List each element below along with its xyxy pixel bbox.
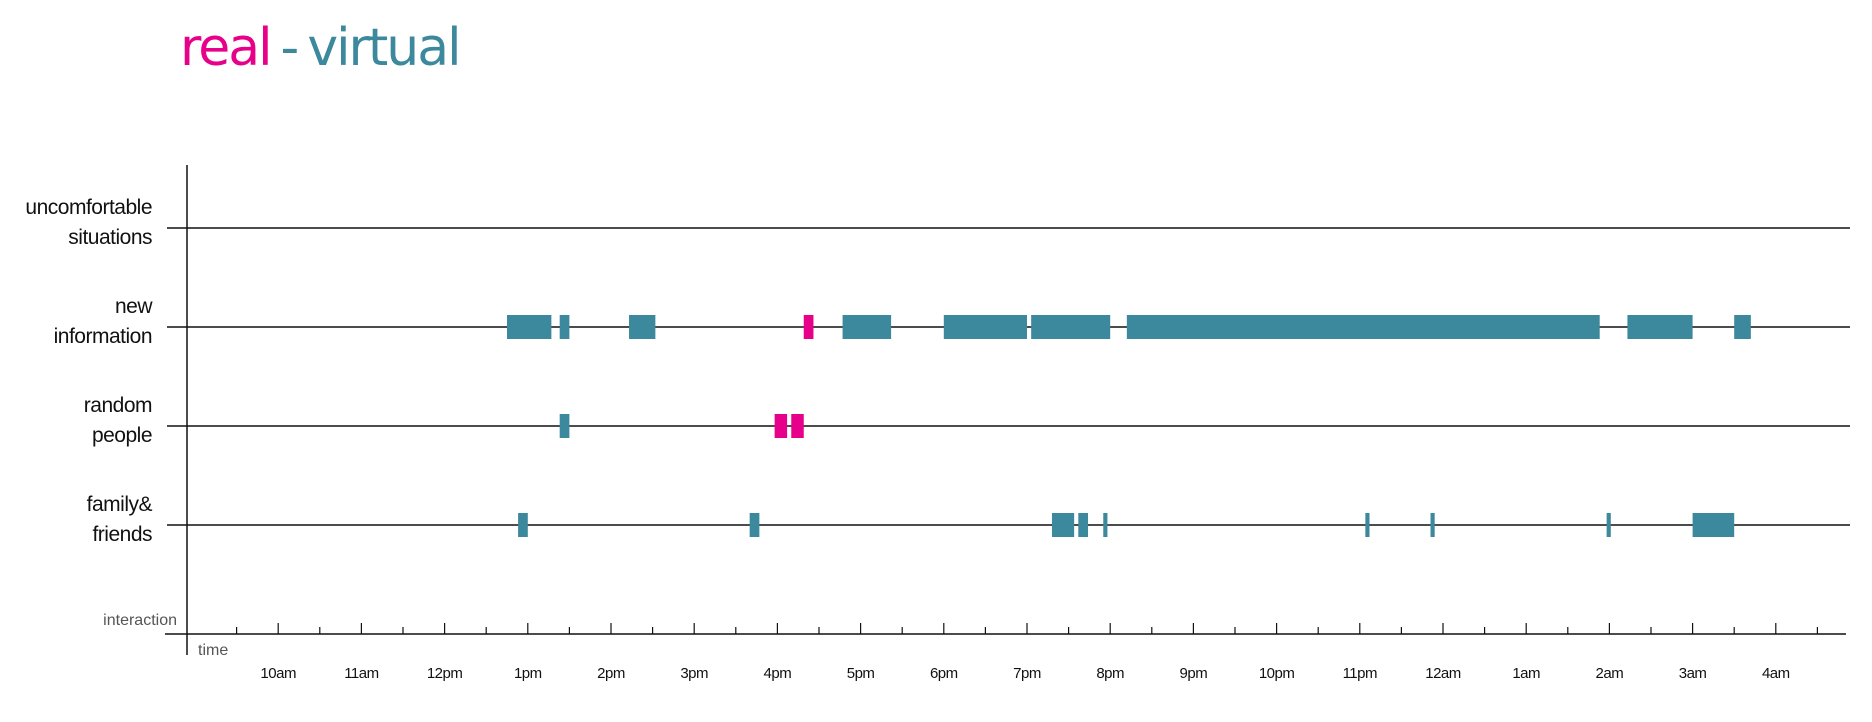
title-virtual: virtual	[307, 18, 461, 78]
event-bar-new_info-virtual-9	[1627, 315, 1693, 339]
event-bar-family-virtual-20	[1430, 513, 1435, 537]
row-label-random-line-2: people	[92, 424, 152, 447]
event-bar-new_info-virtual-1	[507, 315, 552, 339]
tick-label-11am: 11am	[344, 665, 378, 682]
event-bar-new_info-virtual-6	[943, 315, 1027, 339]
tick-label-1am: 1am	[1512, 665, 1540, 682]
y-axis-label: interaction	[103, 612, 177, 629]
x-axis-tick-labels: 10am 11am 12pm 1pm 2pm 3pm 4pm 5pm 6pm 7pm 8pm 9pm 1…	[260, 665, 1790, 682]
event-bar-new_info-virtual-8	[1126, 315, 1600, 339]
row-labels: uncomfortable situations new information ran…	[25, 196, 153, 546]
row-label-new_info-line-1: new	[115, 295, 153, 318]
tick-label-10am: 10am	[260, 665, 296, 682]
tick-label-9pm: 9pm	[1180, 665, 1208, 682]
event-bars	[507, 315, 1751, 537]
event-bar-new_info-virtual-3	[629, 315, 656, 339]
title-separator: -	[280, 18, 300, 78]
row-label-uncomfortable-line-1: uncomfortable	[25, 196, 152, 219]
event-bar-new_info-virtual-5	[842, 315, 892, 339]
event-bar-family-virtual-17	[1078, 513, 1089, 537]
x-axis-ticks	[236, 623, 1819, 634]
tick-label-8pm: 8pm	[1096, 665, 1124, 682]
event-bar-family-virtual-16	[1051, 513, 1075, 537]
event-bar-family-virtual-21	[1606, 513, 1611, 537]
tick-label-5pm: 5pm	[847, 665, 875, 682]
event-bar-family-virtual-19	[1365, 513, 1370, 537]
title-real: real	[180, 18, 273, 78]
row-label-family-line-2: friends	[92, 523, 152, 546]
event-bar-family-virtual-14	[518, 513, 528, 537]
tick-label-4pm: 4pm	[764, 665, 792, 682]
tick-label-4am: 4am	[1762, 665, 1790, 682]
row-lines	[167, 227, 1850, 526]
tick-label-1pm: 1pm	[514, 665, 542, 682]
tick-label-12pm: 12pm	[427, 665, 463, 682]
event-bar-new_info-virtual-10	[1734, 315, 1751, 339]
tick-label-2am: 2am	[1596, 665, 1624, 682]
event-bar-new_info-virtual-2	[559, 315, 570, 339]
chart-title: real - virtual	[180, 22, 462, 74]
row-label-uncomfortable-line-2: situations	[68, 226, 152, 249]
tick-label-11pm: 11pm	[1343, 665, 1377, 682]
tick-label-3pm: 3pm	[680, 665, 708, 682]
row-label-family-line-1: family&	[87, 493, 153, 516]
tick-label-2pm: 2pm	[597, 665, 625, 682]
tick-label-10pm: 10pm	[1259, 665, 1295, 682]
event-bar-family-virtual-18	[1103, 513, 1108, 537]
tick-label-6pm: 6pm	[930, 665, 958, 682]
event-bar-family-virtual-22	[1692, 513, 1735, 537]
tick-label-7pm: 7pm	[1013, 665, 1041, 682]
tick-label-12am: 12am	[1425, 665, 1461, 682]
event-bar-new_info-real-4	[803, 315, 814, 339]
row-label-random-line-1: random	[84, 394, 152, 417]
x-axis-label: time	[198, 642, 228, 659]
event-bar-family-virtual-15	[749, 513, 760, 537]
tick-label-3am: 3am	[1679, 665, 1707, 682]
event-bar-new_info-virtual-7	[1031, 315, 1111, 339]
axes: interaction time	[103, 165, 1846, 659]
event-bar-random-real-12	[774, 414, 788, 438]
event-bar-random-real-13	[791, 414, 804, 438]
row-label-new_info-line-2: information	[54, 325, 152, 348]
event-bar-random-virtual-11	[559, 414, 570, 438]
